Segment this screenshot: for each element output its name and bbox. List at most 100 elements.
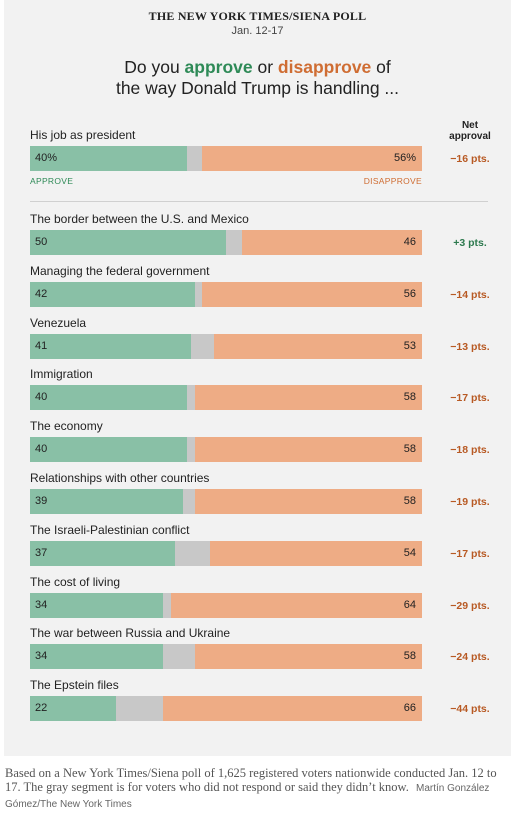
no-answer-segment — [163, 644, 195, 670]
approve-segment: 41 — [30, 333, 191, 359]
headline-disapprove-word: disapprove — [277, 57, 372, 77]
disapprove-value-label: 58 — [403, 495, 416, 507]
poll-name: THE NEW YORK TIMES/SIENA POLL — [148, 9, 367, 23]
approve-segment: 39 — [30, 489, 183, 514]
headline: Do you approve or disapprove of the way … — [4, 57, 511, 99]
approve-value-label: 22 — [35, 702, 48, 715]
row-label: The cost of living — [30, 574, 121, 589]
chart-card: THE NEW YORK TIMES/SIENA POLL Jan. 12-17… — [4, 0, 511, 756]
disapprove-value-label: 54 — [403, 546, 416, 559]
net-approval-value: −17 pts. — [450, 547, 490, 560]
approve-value-label: 40 — [35, 391, 48, 404]
approve-segment: 22 — [30, 696, 117, 722]
approve-value-label: 40 — [35, 443, 48, 456]
row-label: Relationships with other countries — [30, 471, 210, 485]
approve-value-label: 37 — [35, 546, 48, 559]
disapprove-value-label: 66 — [403, 702, 416, 715]
headline-part2: or — [252, 57, 278, 77]
no-answer-segment — [182, 489, 195, 514]
disapprove-segment: 58 — [194, 489, 422, 514]
stacked-bar: 34 58 — [30, 644, 422, 670]
disapprove-value-label: 58 — [403, 391, 416, 404]
approve-value-label: 42 — [35, 287, 48, 300]
no-answer-segment — [186, 146, 203, 171]
approve-value-label: 39 — [35, 495, 48, 507]
row-label: The war between Russia and Ukraine — [30, 626, 231, 641]
headline-part1: Do you — [124, 57, 185, 77]
approve-value-label: 50 — [35, 236, 48, 248]
disapprove-segment: 56% — [202, 146, 422, 171]
net-approval-value: −18 pts. — [450, 444, 490, 457]
disapprove-segment: 56 — [202, 281, 422, 307]
approve-segment: 40% — [30, 146, 187, 171]
stacked-bar: 39 58 — [30, 489, 422, 514]
row-label: The Epstein files — [30, 678, 119, 693]
legend-disapprove: DISAPPROVE — [363, 176, 422, 186]
row-label: Managing the federal government — [30, 263, 210, 278]
stacked-bar: 42 56 — [30, 281, 422, 307]
no-answer-segment — [163, 592, 172, 618]
disapprove-segment: 54 — [210, 540, 422, 566]
no-answer-segment — [175, 540, 211, 566]
approve-segment: 50 — [30, 230, 226, 255]
disapprove-value-label: 46 — [403, 236, 416, 248]
stacked-bar: 22 66 — [30, 696, 422, 722]
approve-segment: 34 — [30, 644, 164, 670]
approve-segment: 40 — [30, 437, 187, 463]
headline-approve-word: approve — [184, 57, 253, 77]
approve-segment: 37 — [30, 540, 176, 566]
row-label: Venezuela — [30, 315, 87, 330]
headline-part3: of — [371, 57, 391, 77]
stacked-bar: 50 46 — [30, 230, 422, 255]
disapprove-segment: 58 — [194, 385, 422, 411]
net-approval-header: Net approval — [437, 120, 503, 142]
footnote: Based on a New York Times/Siena poll of … — [5, 766, 510, 812]
approve-segment: 42 — [30, 281, 195, 307]
poll-dates: Jan. 12-17 — [231, 25, 284, 37]
net-approval-value: −16 pts. — [450, 153, 490, 165]
disapprove-segment: 58 — [194, 437, 422, 463]
footnote-text: Based on a New York Times/Siena poll of … — [5, 766, 497, 794]
approve-segment: 34 — [30, 592, 164, 618]
disapprove-value-label: 58 — [403, 650, 416, 663]
approve-value-label: 40% — [35, 152, 58, 164]
stacked-bar: 34 64 — [30, 592, 422, 618]
legend-approve: APPROVE — [30, 176, 74, 186]
net-approval-value: −24 pts. — [450, 651, 490, 664]
net-approval-value: −17 pts. — [450, 392, 490, 405]
net-approval-value: −13 pts. — [450, 340, 490, 353]
row-label: His job as president — [30, 128, 136, 142]
disapprove-value-label: 56% — [393, 152, 416, 164]
disapprove-segment: 58 — [194, 644, 422, 670]
footnote-credit: Martín González Gómez/The New York Times — [5, 783, 490, 810]
disapprove-segment: 64 — [171, 592, 422, 618]
approve-value-label: 34 — [35, 650, 48, 663]
net-approval-value: +3 pts. — [453, 237, 487, 249]
no-answer-segment — [116, 696, 164, 722]
disapprove-value-label: 53 — [403, 339, 416, 352]
no-answer-segment — [194, 281, 203, 307]
approve-value-label: 41 — [35, 339, 48, 352]
disapprove-segment: 66 — [163, 696, 422, 722]
net-approval-value: −44 pts. — [450, 703, 490, 716]
no-answer-segment — [226, 230, 242, 255]
divider — [30, 201, 488, 202]
no-answer-segment — [190, 333, 215, 359]
no-answer-segment — [186, 385, 195, 411]
disapprove-value-label: 56 — [403, 287, 416, 300]
row-label: The border between the U.S. and Mexico — [30, 212, 249, 226]
row-label: Immigration — [30, 367, 93, 382]
no-answer-segment — [186, 437, 195, 463]
net-header-line1: Net — [461, 120, 479, 131]
stacked-bar: 40 58 — [30, 437, 422, 463]
net-header-line2: approval — [449, 131, 491, 142]
stacked-bar: 40 58 — [30, 385, 422, 411]
approve-value-label: 34 — [35, 598, 48, 611]
net-approval-value: −29 pts. — [450, 599, 490, 612]
approve-segment: 40 — [30, 385, 187, 411]
stacked-bar: 41 53 — [30, 333, 422, 359]
disapprove-value-label: 58 — [403, 443, 416, 456]
stacked-bar: 40% 56% — [30, 146, 422, 171]
disapprove-segment: 53 — [214, 333, 422, 359]
stacked-bar: 37 54 — [30, 540, 422, 566]
